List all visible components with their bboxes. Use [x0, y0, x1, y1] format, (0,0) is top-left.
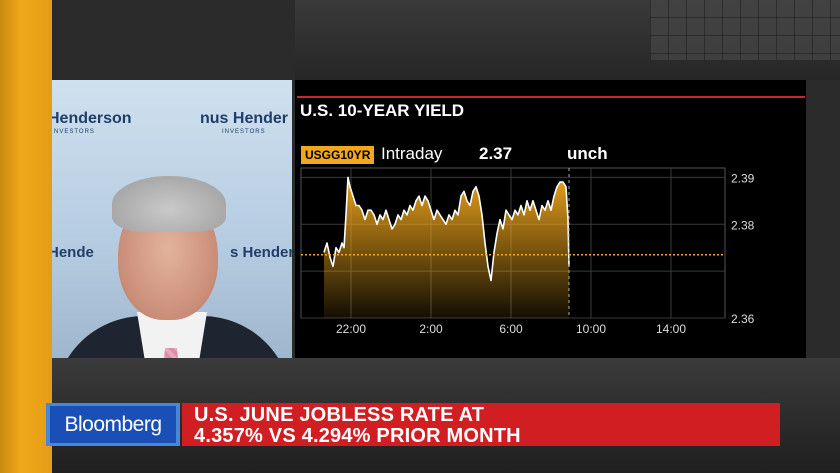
- studio-backdrop-left: [0, 0, 52, 473]
- network-logo: Bloomberg: [64, 413, 162, 436]
- x-tick-label: 10:00: [576, 322, 606, 336]
- headline-banner: U.S. JUNE JOBLESS RATE AT 4.357% VS 4.29…: [182, 403, 780, 447]
- backdrop-brand-lower-right: s Henders: [230, 244, 292, 261]
- y-tick-label: 2.39: [731, 171, 755, 185]
- guest-video-feed: Henderson nus Hender NVESTORS INVESTORS …: [52, 80, 292, 358]
- guest-hair: [112, 176, 226, 232]
- guest-tie: [156, 348, 186, 358]
- x-tick-label: 22:00: [336, 322, 366, 336]
- ticker-badge: USGG10YR: [301, 146, 375, 164]
- ticker-mode: Intraday: [381, 144, 443, 163]
- yield-chart-panel: U.S. 10-YEAR YIELD USGG10YR Intraday 2.3…: [295, 80, 806, 358]
- yield-area: [324, 177, 569, 318]
- y-tick-label: 2.36: [731, 312, 755, 326]
- yield-line-chart: 2.36 2.38 2.39 22:00 2:00 6:00 10:00 14:00: [300, 167, 755, 336]
- chart-title: U.S. 10-YEAR YIELD: [300, 101, 465, 120]
- network-logo-plate: Bloomberg: [50, 406, 176, 443]
- network-logo-box: Bloomberg: [46, 403, 180, 446]
- backdrop-brand-left: Henderson: [52, 110, 132, 127]
- backdrop-brand-right: nus Hender: [200, 110, 289, 127]
- chart-accent-line: [297, 96, 805, 98]
- ticker-change: unch: [567, 144, 608, 163]
- headline-line-1: U.S. JUNE JOBLESS RATE AT: [194, 404, 485, 426]
- studio-grid-screen: [650, 0, 840, 60]
- backdrop-brand-lower-left: Hende: [52, 244, 94, 261]
- backdrop-brand-sub-left: NVESTORS: [54, 129, 95, 135]
- headline-line-2: 4.357% VS 4.294% PRIOR MONTH: [194, 425, 521, 447]
- ticker-last-value: 2.37: [479, 144, 513, 163]
- y-tick-label: 2.38: [731, 218, 755, 232]
- x-tick-label: 14:00: [656, 322, 686, 336]
- x-tick-label: 6:00: [499, 322, 523, 336]
- x-tick-label: 2:00: [419, 322, 443, 336]
- yield-series-line: [323, 176, 570, 282]
- backdrop-brand-sub-right: INVESTORS: [222, 129, 266, 135]
